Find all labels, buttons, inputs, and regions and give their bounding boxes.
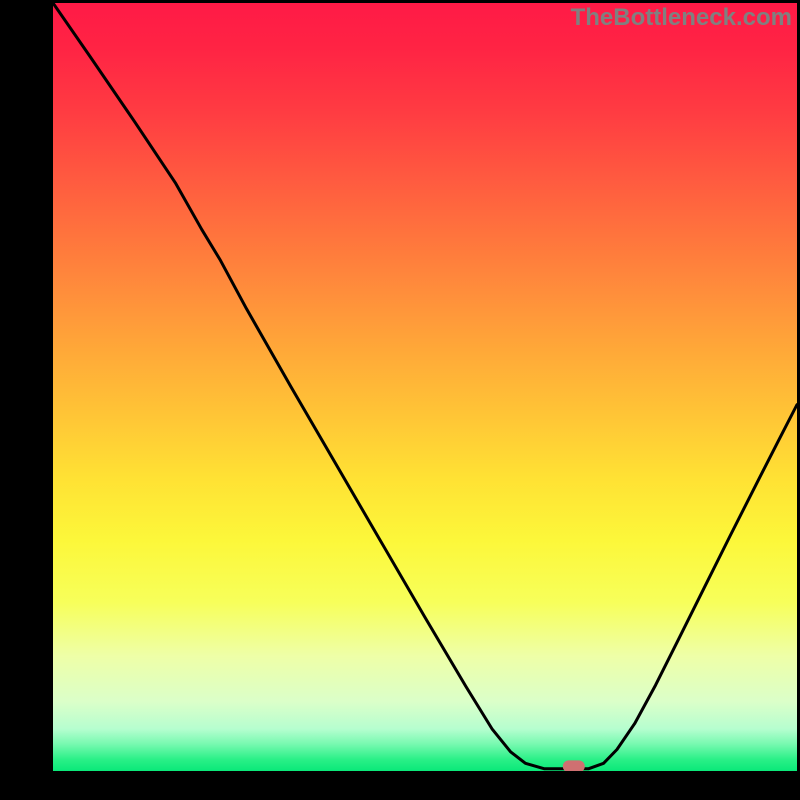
watermark-text: TheBottleneck.com [571,4,792,32]
optimum-marker [563,760,585,771]
gradient-background [53,3,797,771]
plot-area [53,3,797,771]
chart-canvas: TheBottleneck.com [0,0,800,800]
plot-svg [53,3,797,771]
